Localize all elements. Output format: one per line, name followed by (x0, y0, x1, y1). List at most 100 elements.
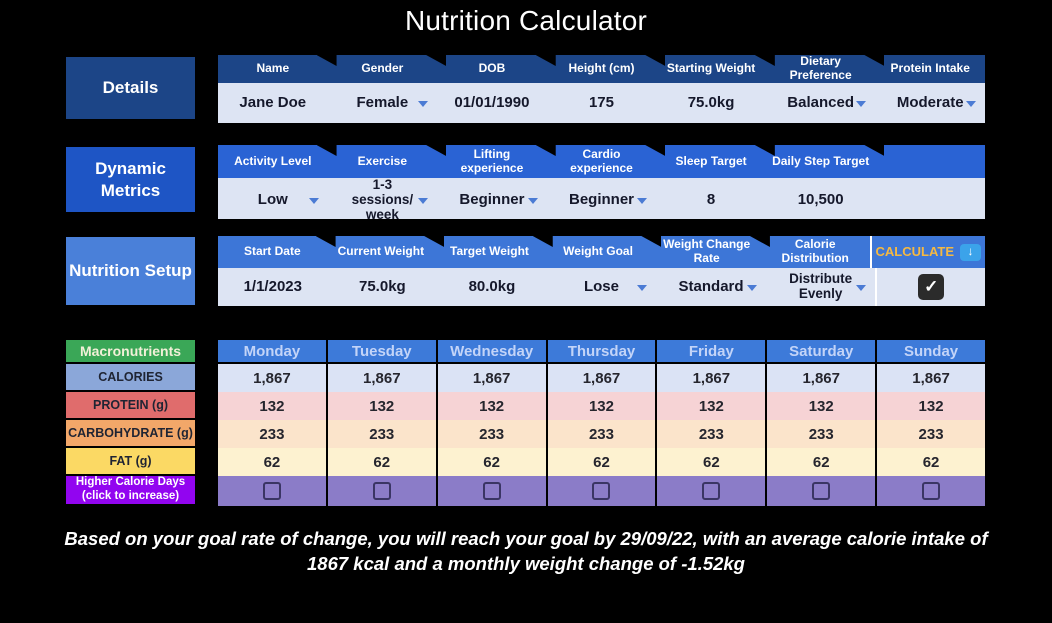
activity-level-dropdown[interactable]: Low (218, 178, 328, 223)
chevron-down-icon[interactable] (746, 285, 757, 291)
weight-change-rate-value: Standard (678, 277, 744, 295)
target-weight-value: 80.0kg (468, 277, 516, 295)
name-value: Jane Doe (239, 93, 307, 111)
carbohydrate-cell: 233 (547, 420, 656, 448)
calculate-checkbox[interactable]: ✓ (918, 274, 945, 300)
higher-calorie-day-monday[interactable] (218, 476, 326, 506)
protein-intake-value: Moderate (896, 93, 964, 111)
chevron-down-icon[interactable] (527, 198, 538, 205)
chevron-down-icon[interactable] (418, 198, 429, 205)
dob-value: 01/01/1990 (454, 93, 530, 111)
fat-cell: 62 (657, 448, 766, 476)
weight-goal-dropdown[interactable]: Lose (547, 268, 657, 306)
lifting-experience-value: Beginner (459, 191, 525, 209)
carbohydrate-cell: 233 (767, 420, 876, 448)
chevron-down-icon[interactable] (308, 198, 319, 205)
higher-calorie-checkbox[interactable] (372, 482, 391, 500)
protein-cell: 132 (877, 392, 985, 420)
day-header-monday: Monday (218, 340, 326, 364)
fat-cell: 62 (877, 448, 985, 476)
section-label-nutrition-setup: Nutrition Setup (66, 237, 195, 305)
nutrition-setup-table: Start Date Current Weight Target Weight … (218, 236, 985, 306)
protein-intake-dropdown[interactable]: Moderate (875, 83, 985, 123)
higher-calorie-day-thursday[interactable] (547, 476, 656, 506)
header-weight-change-rate: Weight Change Rate (652, 236, 761, 268)
details-header-row: Name Gender DOB Height (cm) Starting Wei… (218, 54, 985, 83)
higher-calorie-checkbox[interactable] (702, 482, 721, 500)
exercise-dropdown[interactable]: 1-3 sessions/ week (328, 177, 438, 223)
height-field[interactable]: 175 (547, 83, 657, 123)
sleep-target-field[interactable]: 8 (656, 178, 766, 223)
goal-summary: Based on your goal rate of change, you w… (0, 527, 1052, 577)
calories-cell: 1,867 (657, 364, 766, 392)
calories-row-label: CALORIES (66, 364, 195, 392)
calculate-button[interactable]: CALCULATE ↓ (869, 236, 985, 268)
higher-calorie-checkbox[interactable] (592, 482, 611, 500)
goal-summary-text: Based on your goal rate of change, you w… (64, 528, 988, 574)
higher-calorie-days-label: Higher Calorie Days (click to increase) (66, 476, 195, 506)
daily-step-target-field[interactable]: 10,500 (766, 178, 876, 223)
chevron-down-icon[interactable] (856, 101, 867, 107)
starting-weight-field[interactable]: 75.0kg (656, 83, 766, 123)
nutrition-setup-header-row: Start Date Current Weight Target Weight … (218, 236, 985, 268)
calorie-distribution-value: Distribute Evenly (789, 271, 853, 301)
calories-label-text: CALORIES (98, 370, 163, 384)
higher-calorie-checkbox[interactable] (262, 482, 281, 500)
higher-calorie-day-tuesday[interactable] (327, 476, 436, 506)
calories-cell: 1,867 (437, 364, 546, 392)
section-label-dynamic-metrics: Dynamic Metrics (66, 147, 195, 212)
header-target-weight: Target Weight (435, 236, 544, 268)
dietary-preference-dropdown[interactable]: Balanced (766, 83, 876, 123)
calories-cell: 1,867 (327, 364, 436, 392)
name-field[interactable]: Jane Doe (218, 83, 328, 123)
header-lifting-experience: Lifting experience (437, 145, 547, 178)
target-weight-field[interactable]: 80.0kg (437, 268, 547, 306)
chevron-down-icon[interactable] (418, 101, 429, 107)
higher-calorie-checkbox[interactable] (482, 482, 501, 500)
header-daily-step-target: Daily Step Target (766, 145, 876, 178)
chevron-down-icon[interactable] (637, 198, 648, 205)
higher-calorie-day-sunday[interactable] (877, 476, 985, 506)
fat-label-text: FAT (g) (109, 454, 152, 468)
protein-cell: 132 (437, 392, 546, 420)
starting-weight-value: 75.0kg (687, 93, 735, 111)
current-weight-field[interactable]: 75.0kg (328, 268, 438, 306)
details-value-row: Jane Doe Female 01/01/1990 175 75.0kg Ba… (218, 83, 985, 123)
day-header-sunday: Sunday (877, 340, 985, 364)
weight-goal-value: Lose (583, 277, 619, 295)
higher-calorie-checkbox[interactable] (812, 482, 831, 500)
gender-dropdown[interactable]: Female (328, 83, 438, 123)
start-date-field[interactable]: 1/1/2023 (218, 268, 328, 306)
height-value: 175 (588, 93, 614, 111)
higher-calorie-day-saturday[interactable] (767, 476, 876, 506)
header-exercise: Exercise (328, 145, 438, 178)
fat-cell: 62 (218, 448, 326, 476)
header-dietary-preference: Dietary Preference (766, 54, 876, 83)
cardio-experience-dropdown[interactable]: Beginner (547, 178, 657, 223)
lifting-experience-dropdown[interactable]: Beginner (437, 178, 547, 223)
section-label-details: Details (66, 57, 195, 119)
chevron-down-icon[interactable] (637, 285, 648, 291)
gender-value: Female (356, 93, 409, 111)
chevron-down-icon[interactable] (965, 101, 976, 107)
carbohydrate-cell: 233 (437, 420, 546, 448)
header-start-date: Start Date (243, 244, 301, 259)
weight-change-rate-dropdown[interactable]: Standard (656, 268, 766, 306)
header-cardio-experience: Cardio experience (547, 145, 657, 178)
macronutrients-label: Macronutrients (66, 340, 195, 364)
macronutrients-label-text: Macronutrients (79, 343, 182, 359)
chevron-down-icon[interactable] (856, 285, 867, 291)
start-date-value: 1/1/2023 (243, 277, 302, 295)
higher-calorie-day-friday[interactable] (657, 476, 766, 506)
higher-calorie-checkbox[interactable] (922, 482, 941, 500)
calorie-distribution-dropdown[interactable]: Distribute Evenly (766, 268, 876, 306)
nutrition-setup-value-row: 1/1/2023 75.0kg 80.0kg Lose Standard Dis… (218, 268, 985, 306)
fat-row-label: FAT (g) (66, 448, 195, 476)
weekly-macro-table: Monday Tuesday Wednesday Thursday Friday… (218, 340, 985, 506)
carbohydrate-cell: 233 (218, 420, 326, 448)
down-arrow-icon[interactable]: ↓ (960, 243, 981, 261)
dob-field[interactable]: 01/01/1990 (437, 83, 547, 123)
dietary-preference-value: Balanced (787, 93, 854, 111)
header-dob: DOB (437, 55, 547, 83)
higher-calorie-day-wednesday[interactable] (437, 476, 546, 506)
